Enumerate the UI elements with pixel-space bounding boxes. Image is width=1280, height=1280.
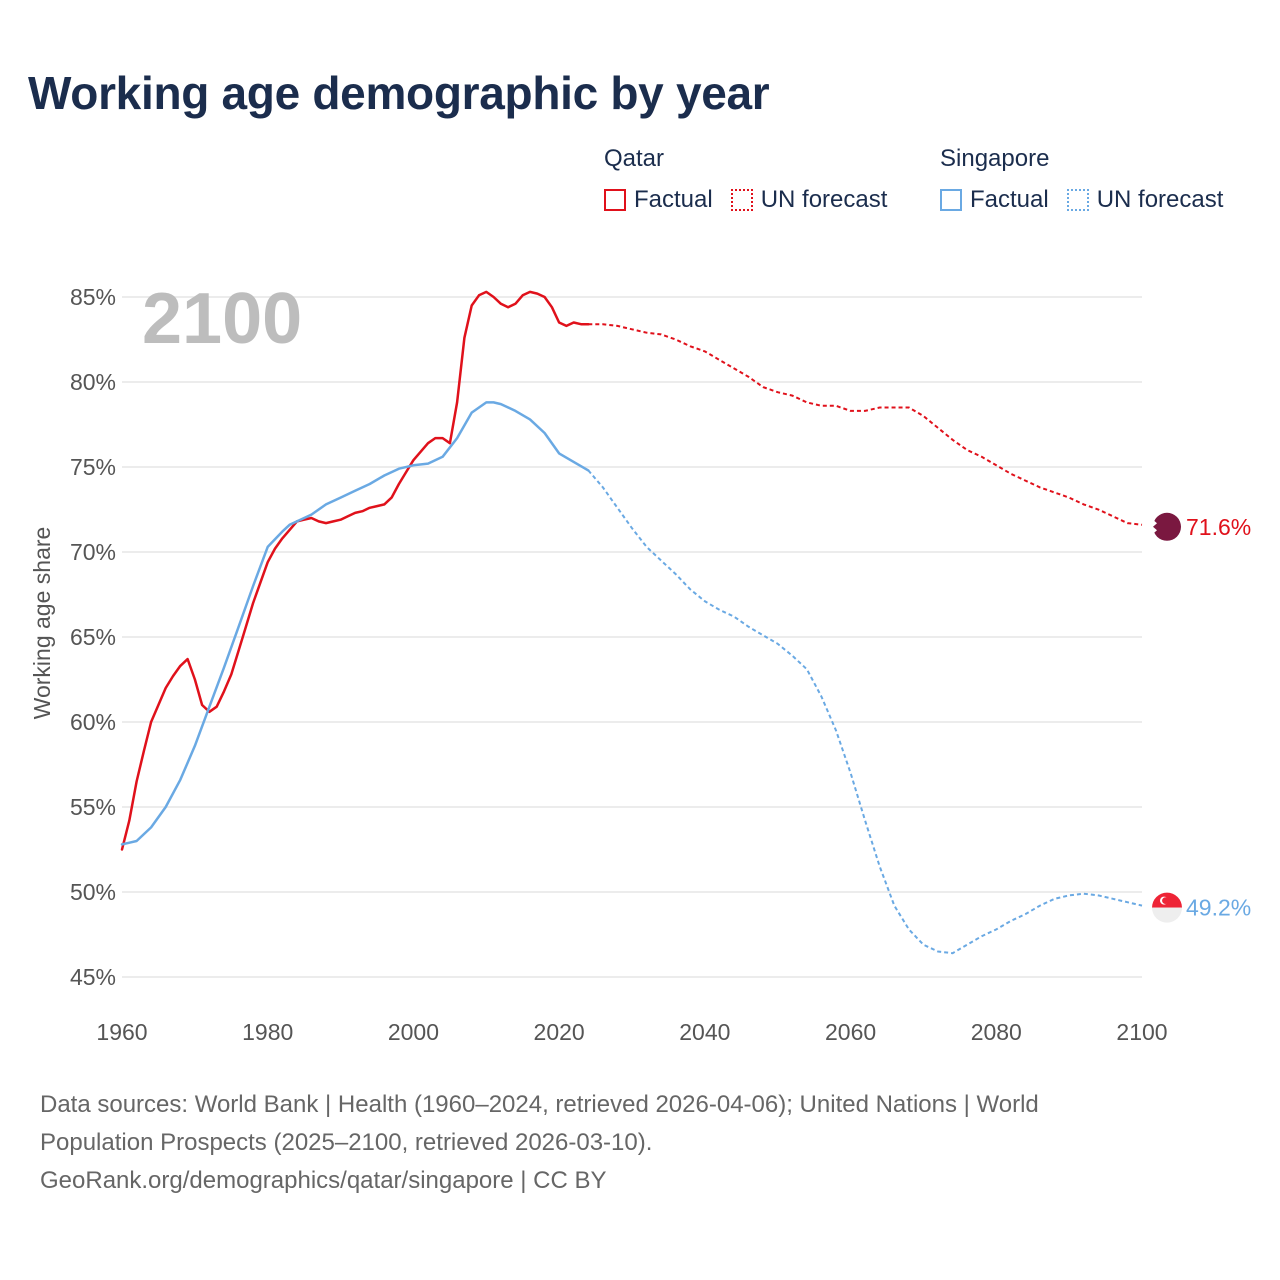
legend-singapore: Singapore Factual UN forecast bbox=[940, 144, 1241, 214]
x-tick-label: 2100 bbox=[1116, 1019, 1167, 1045]
x-tick-label: 2060 bbox=[825, 1019, 876, 1045]
y-tick-label: 80% bbox=[70, 369, 116, 395]
qatar-forecast-line bbox=[588, 323, 1143, 526]
year-watermark: 2100 bbox=[142, 279, 302, 359]
y-tick-label: 45% bbox=[70, 964, 116, 990]
x-tick-label: 2040 bbox=[679, 1019, 730, 1045]
y-tick-label: 60% bbox=[70, 709, 116, 735]
source-line-2: Population Prospects (2025–2100, retriev… bbox=[40, 1129, 653, 1156]
x-tick-label: 1960 bbox=[96, 1019, 147, 1045]
legend-singapore-factual[interactable]: Factual bbox=[940, 186, 1049, 214]
singapore-forecast-swatch bbox=[1066, 189, 1089, 211]
qatar-flag-icon bbox=[1153, 512, 1181, 541]
y-tick-label: 65% bbox=[70, 624, 116, 650]
legend-qatar: Qatar Factual UN forecast bbox=[604, 144, 905, 214]
y-tick-label: 50% bbox=[70, 879, 116, 905]
x-tick-label: 2000 bbox=[388, 1019, 439, 1045]
legend-qatar-factual[interactable]: Factual bbox=[604, 186, 713, 214]
x-tick-label: 1980 bbox=[242, 1019, 293, 1045]
y-tick-label: 75% bbox=[70, 454, 116, 480]
legend-singapore-forecast[interactable]: UN forecast bbox=[1066, 186, 1224, 214]
x-tick-label: 2020 bbox=[534, 1019, 585, 1045]
legend-singapore-factual-label: Factual bbox=[970, 186, 1049, 213]
legend-qatar-factual-label: Factual bbox=[634, 186, 713, 213]
singapore-end-label: 49.2% bbox=[1186, 895, 1251, 921]
legend-qatar-label: Qatar bbox=[604, 145, 665, 172]
legend-singapore-forecast-label: UN forecast bbox=[1096, 186, 1224, 213]
y-tick-label: 70% bbox=[70, 539, 116, 565]
qatar-factual-swatch bbox=[604, 189, 626, 211]
qatar-factual-line bbox=[120, 290, 590, 851]
singapore-factual-swatch bbox=[940, 189, 962, 211]
line-chart: 45% 50% 55% 60% 65% 70% 75% 80% 85% 1960 1980 2000 2… bbox=[29, 279, 1251, 1045]
legend-singapore-label: Singapore bbox=[940, 145, 1050, 172]
y-tick-label: 55% bbox=[70, 794, 116, 820]
source-line-3: GeoRank.org/demographics/qatar/singapore… bbox=[40, 1167, 607, 1194]
chart-title: Working age demographic by year bbox=[28, 67, 770, 119]
qatar-flag-serration bbox=[1151, 512, 1157, 541]
y-tick-label: 85% bbox=[70, 284, 116, 310]
qatar-forecast-swatch bbox=[730, 189, 753, 211]
data-source-note: Data sources: World Bank | Health (1960–… bbox=[40, 1086, 1240, 1200]
singapore-flag-white-half bbox=[1152, 907, 1182, 923]
singapore-flag-crescent-cut bbox=[1162, 897, 1169, 904]
singapore-forecast-line bbox=[587, 469, 1143, 955]
qatar-end-label: 71.6% bbox=[1186, 514, 1251, 540]
legend-qatar-forecast[interactable]: UN forecast bbox=[730, 186, 888, 214]
x-tick-label: 2080 bbox=[971, 1019, 1022, 1045]
y-axis-label: Working age share bbox=[29, 527, 55, 720]
source-line-1: Data sources: World Bank | Health (1960–… bbox=[40, 1091, 1039, 1118]
legend-qatar-forecast-label: UN forecast bbox=[760, 186, 888, 213]
singapore-factual-line bbox=[120, 401, 590, 846]
